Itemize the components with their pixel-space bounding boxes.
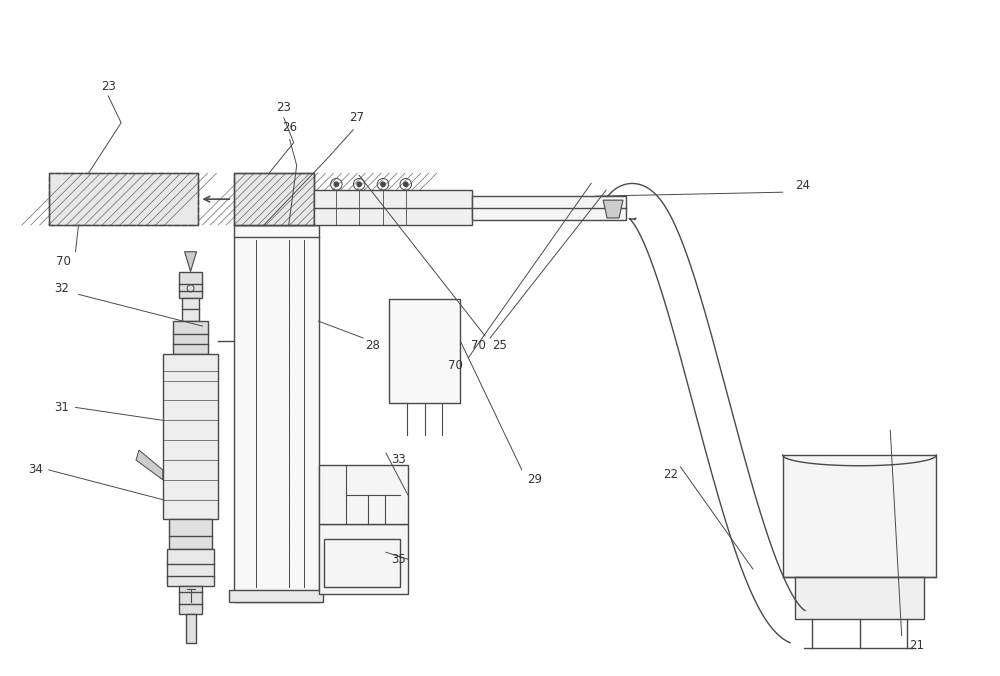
Polygon shape [603,200,623,218]
Bar [234,173,314,225]
Text: 27: 27 [349,112,364,124]
Bar [783,455,936,577]
Bar [795,577,924,619]
Bar [179,586,202,614]
Bar [167,549,214,586]
Bar [472,196,626,220]
Bar [49,173,198,225]
Text: 70: 70 [471,339,486,352]
Text: 24: 24 [795,178,810,192]
Circle shape [381,182,385,187]
Bar [229,590,323,602]
Polygon shape [185,251,197,272]
Circle shape [357,182,361,187]
Bar [186,614,196,644]
Text: 34: 34 [28,464,43,477]
Bar [319,465,408,525]
Text: 31: 31 [54,401,69,414]
Circle shape [404,182,408,187]
Bar [234,173,314,225]
Text: 29: 29 [527,473,542,486]
Bar [324,539,400,587]
Bar [234,225,319,602]
Text: 26: 26 [282,121,297,135]
Text: 33: 33 [391,454,406,466]
Text: 25: 25 [493,339,507,352]
Text: 23: 23 [276,101,291,114]
Text: 21: 21 [909,639,924,652]
Bar [319,525,408,594]
Text: 22: 22 [663,468,678,481]
Bar [182,298,199,321]
Circle shape [334,182,339,187]
Polygon shape [183,602,198,614]
Bar [314,190,472,225]
Bar [169,519,212,549]
Text: 70: 70 [448,359,463,372]
Bar [49,173,198,225]
Bar [173,321,208,354]
Bar [163,354,218,519]
Text: 23: 23 [101,80,116,93]
Bar [389,299,460,404]
Text: 32: 32 [54,282,69,295]
Text: 70: 70 [56,255,71,268]
Polygon shape [136,450,163,480]
Text: 28: 28 [366,339,380,352]
Text: 35: 35 [391,553,406,566]
Bar [179,272,202,298]
